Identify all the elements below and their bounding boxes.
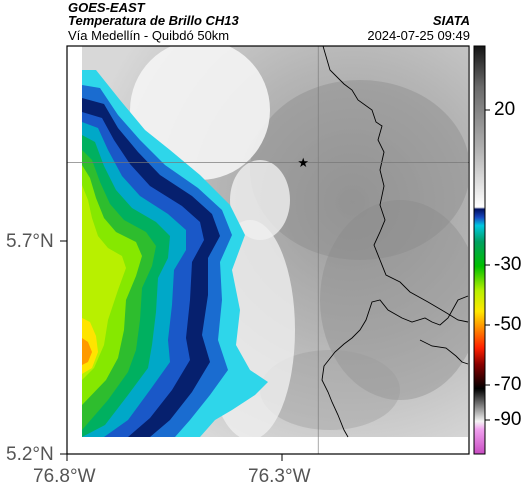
lat-tick-label: 5.7°N bbox=[6, 231, 54, 252]
lon-tick-label: 76.3°W bbox=[248, 466, 311, 487]
region-label: Vía Medellín - Quibdó 50km bbox=[68, 28, 230, 43]
brightness-temperature-field bbox=[82, 46, 468, 437]
border-line-secondary bbox=[419, 339, 469, 365]
colorbar-tick-label: -50 bbox=[494, 314, 522, 335]
product-title: Temperatura de Brillo CH13 bbox=[68, 13, 239, 28]
satellite-label: GOES-EAST bbox=[68, 0, 145, 15]
border-line-south bbox=[321, 295, 469, 438]
plot-frame bbox=[66, 45, 470, 455]
colorbar-tick-label: -30 bbox=[494, 254, 522, 275]
colorbar-tick-label: 20 bbox=[494, 99, 516, 120]
agency-label: SIATA bbox=[432, 13, 470, 28]
lon-tick-label: 76.8°W bbox=[33, 466, 96, 487]
colorbar-tick-label: -90 bbox=[494, 409, 522, 430]
colorbar bbox=[473, 45, 486, 455]
location-star-icon: ★ bbox=[297, 155, 309, 170]
border-line-east bbox=[322, 45, 469, 323]
timestamp-label: 2024-07-25 09:49 bbox=[367, 28, 470, 43]
colorbar-tick-label: -70 bbox=[494, 374, 522, 395]
lat-tick-label: 5.2°N bbox=[6, 444, 54, 465]
colorbar-ticks bbox=[485, 109, 490, 421]
